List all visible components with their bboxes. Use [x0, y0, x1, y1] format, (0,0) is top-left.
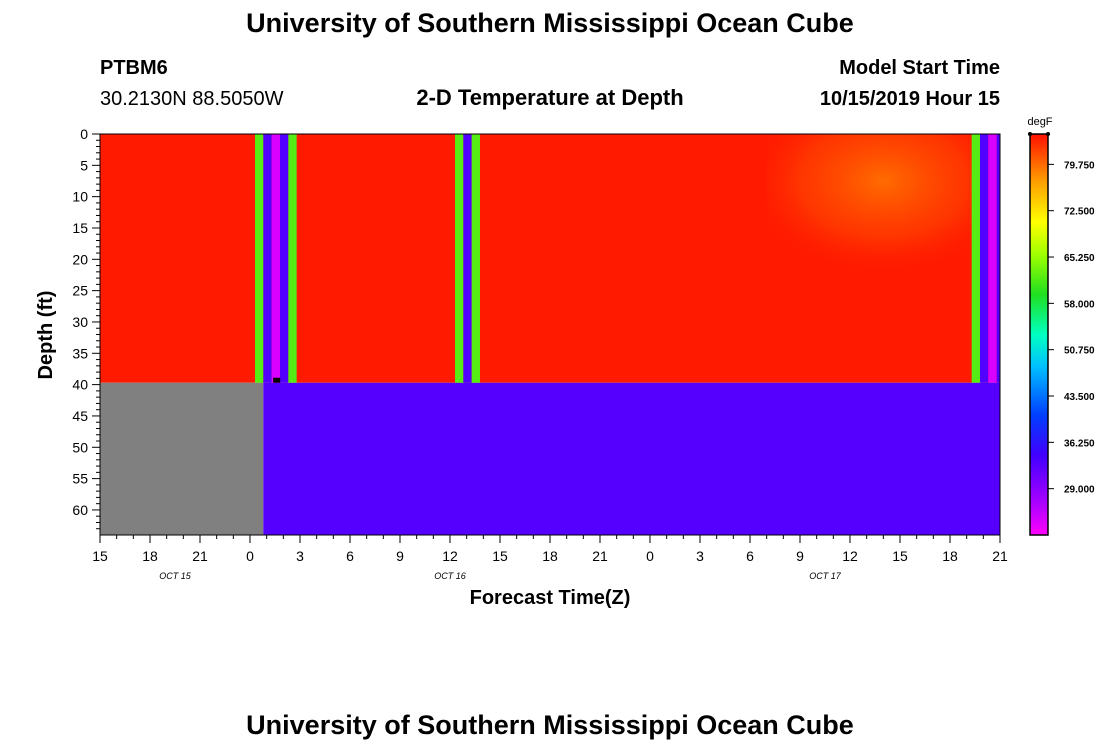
x-tick-label: 15	[92, 548, 108, 564]
colorbar-tick-label: 65.250	[1064, 253, 1095, 264]
region-stripe-4	[280, 134, 289, 383]
x-tick-label: 12	[842, 548, 858, 564]
region-stripe-9	[971, 134, 980, 383]
colorbar-corner-dot	[1046, 132, 1050, 136]
region-stripe-8	[471, 134, 480, 383]
region-stripe-2	[263, 134, 272, 383]
region-stripe-11	[988, 134, 997, 383]
y-tick-label: 15	[72, 220, 88, 236]
region-deep-water	[263, 382, 1000, 535]
y-tick-label: 35	[72, 345, 88, 361]
footer-title: University of Southern Mississippi Ocean…	[246, 710, 854, 740]
y-tick-label: 5	[80, 157, 88, 173]
x-tick-label: 6	[746, 548, 754, 564]
region-stripe-5	[288, 134, 297, 383]
date-label: OCT 16	[434, 571, 466, 581]
y-tick-label: 20	[72, 251, 88, 267]
region-stripe-7	[463, 134, 472, 383]
region-stripe-1	[255, 134, 264, 383]
x-tick-label: 21	[592, 548, 608, 564]
model-start-label: Model Start Time	[839, 57, 1000, 79]
y-axis-label: Depth (ft)	[35, 291, 57, 380]
page-title: University of Southern Mississippi Ocean…	[246, 8, 854, 38]
y-tick-label: 45	[72, 408, 88, 424]
date-label: OCT 17	[809, 571, 842, 581]
station-id: PTBM6	[100, 57, 168, 79]
y-tick-label: 10	[72, 189, 88, 205]
model-start-value: 10/15/2019 Hour 15	[819, 88, 1000, 110]
x-tick-label: 15	[892, 548, 908, 564]
y-tick-label: 40	[72, 377, 88, 393]
region-stripe-10	[980, 134, 989, 383]
y-tick-label: 55	[72, 471, 88, 487]
colorbar-corner-dot	[1028, 132, 1032, 136]
y-tick-label: 0	[80, 126, 88, 142]
region-stripe-6	[455, 134, 464, 383]
y-tick-label: 60	[72, 502, 88, 518]
bottom-marker	[273, 377, 281, 383]
chart-subtitle: 2-D Temperature at Depth	[416, 85, 684, 110]
station-coords: 30.2130N 88.5050W	[100, 88, 284, 110]
x-tick-label: 18	[142, 548, 158, 564]
x-tick-label: 12	[442, 548, 458, 564]
colorbar-tick-label: 72.500	[1064, 207, 1095, 218]
x-axis-label: Forecast Time(Z)	[470, 587, 631, 609]
x-tick-label: 9	[396, 548, 404, 564]
colorbar-tick-label: 50.750	[1064, 346, 1095, 357]
x-tick-label: 9	[796, 548, 804, 564]
colorbar-tick-label: 43.500	[1064, 392, 1095, 403]
colorbar-tick-label: 36.250	[1064, 438, 1095, 449]
x-tick-label: 3	[696, 548, 704, 564]
date-label: OCT 15	[159, 571, 192, 581]
x-tick-label: 3	[296, 548, 304, 564]
region-warm-patch	[766, 134, 1000, 291]
x-tick-label: 21	[192, 548, 208, 564]
colorbar-tick-label: 58.000	[1064, 299, 1095, 310]
y-tick-label: 30	[72, 314, 88, 330]
colorbar-unit: degF	[1027, 116, 1052, 128]
colorbar	[1029, 133, 1049, 536]
region-no-data	[100, 382, 264, 535]
x-tick-label: 0	[646, 548, 654, 564]
y-tick-label: 50	[72, 439, 88, 455]
colorbar-tick-label: 29.000	[1064, 485, 1095, 496]
x-tick-label: 18	[542, 548, 558, 564]
x-tick-label: 18	[942, 548, 958, 564]
x-tick-label: 21	[992, 548, 1008, 564]
x-tick-label: 15	[492, 548, 508, 564]
colorbar-tick-label: 79.750	[1064, 160, 1095, 171]
y-tick-label: 25	[72, 283, 88, 299]
region-stripe-3	[271, 134, 280, 383]
x-tick-label: 6	[346, 548, 354, 564]
region-stripe-12	[996, 134, 1000, 383]
x-tick-label: 0	[246, 548, 254, 564]
